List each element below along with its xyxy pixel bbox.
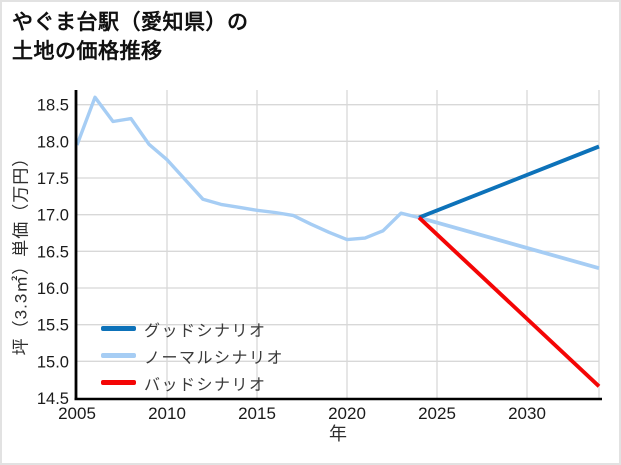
legend-label-bad: バッドシナリオ [144,376,267,394]
legend-label-good: グッドシナリオ [144,322,267,340]
svg-text:2025: 2025 [418,404,456,423]
svg-text:16.0: 16.0 [37,280,69,298]
svg-text:18.5: 18.5 [37,97,69,115]
svg-text:15.0: 15.0 [37,353,69,371]
svg-text:2020: 2020 [328,404,366,423]
svg-text:2015: 2015 [238,404,276,423]
legend-label-normal: ノーマルシナリオ [144,349,285,367]
svg-text:14.5: 14.5 [37,390,69,408]
svg-text:2005: 2005 [58,404,96,423]
legend-item-normal: ノーマルシナリオ [101,342,284,369]
chart-title: やぐま台駅（愛知県）の 土地の価格推移 [12,9,249,67]
normal-scenario-line-icon [101,353,136,358]
svg-text:16.5: 16.5 [37,243,69,261]
svg-text:2010: 2010 [148,404,186,423]
legend: グッドシナリオ ノーマルシナリオ バッドシナリオ [101,315,284,396]
svg-text:15.5: 15.5 [37,317,69,335]
svg-text:18.0: 18.0 [37,133,69,151]
svg-text:2030: 2030 [508,404,546,423]
svg-text:17.0: 17.0 [37,207,69,225]
chart-title-line1: やぐま台駅（愛知県）の [12,11,249,34]
good-scenario-line-icon [101,326,136,331]
bad-scenario-line-icon [101,380,136,385]
chart-title-line2: 土地の価格推移 [12,39,163,63]
legend-item-bad: バッドシナリオ [101,369,284,396]
y-axis-label: 坪（3.3㎡）単価（万円） [11,148,31,356]
legend-item-good: グッドシナリオ [101,315,284,342]
x-axis-label: 年 [329,424,347,444]
svg-text:17.5: 17.5 [37,170,69,188]
